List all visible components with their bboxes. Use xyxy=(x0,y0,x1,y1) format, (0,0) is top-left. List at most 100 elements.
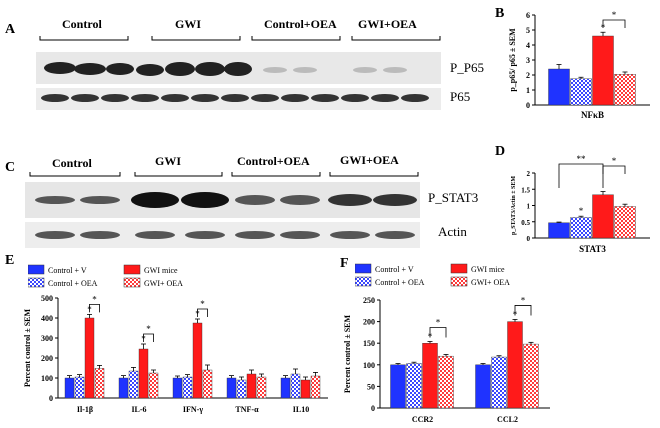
significance-bracket xyxy=(602,19,626,28)
bar xyxy=(548,222,570,239)
bar xyxy=(592,35,614,106)
legend-label: GWI+ OEA xyxy=(144,279,183,288)
y-tick-label: 100 xyxy=(41,374,53,383)
blot-c: Control GWI Control+OEA GWI+OEA P_STAT3 … xyxy=(0,120,495,250)
blot-c-group-gwi: GWI xyxy=(155,154,182,168)
significance-bracket xyxy=(197,308,208,317)
y-tick-label: 300 xyxy=(41,334,53,343)
x-tick-label: CCL2 xyxy=(497,415,518,424)
bar xyxy=(94,368,105,399)
bar xyxy=(256,376,267,399)
bar xyxy=(148,372,159,399)
bar xyxy=(172,377,183,399)
bar xyxy=(390,364,406,409)
blot-a-image xyxy=(36,36,441,110)
legend-swatch xyxy=(123,277,141,288)
significance-star: * xyxy=(521,295,526,305)
bar xyxy=(438,355,454,409)
chart-e: 0 100 200 300 400 500 Percent control ± SEM Il-… xyxy=(23,294,328,414)
bar xyxy=(507,321,523,409)
y-tick-label: 2 xyxy=(527,170,531,178)
legend-label: Control + V xyxy=(48,266,87,275)
bar xyxy=(64,377,75,399)
panel-label-b: B xyxy=(495,6,505,21)
significance-star: * xyxy=(579,206,584,216)
blot-c-image xyxy=(25,172,420,248)
x-tick-label: CCR2 xyxy=(412,415,433,424)
blot-a-group-control-oea: Control+OEA xyxy=(264,17,337,31)
bar xyxy=(118,377,129,399)
bar xyxy=(570,78,592,106)
y-tick-label: 0 xyxy=(371,404,375,413)
panel-label-f: F xyxy=(340,256,349,271)
bar xyxy=(236,379,247,399)
legend-swatch xyxy=(450,276,468,287)
significance-star: * xyxy=(92,294,97,304)
y-tick-label: 2 xyxy=(526,71,530,80)
bar xyxy=(192,322,203,399)
legend-label: GWI mice xyxy=(144,266,178,275)
significance-star: * xyxy=(200,299,205,309)
legend-label: Control + OEA xyxy=(375,278,425,287)
y-axis-label: p_p65/ p65 ± SEM xyxy=(508,28,517,92)
y-tick-label: 0 xyxy=(526,101,530,110)
significance-bracket xyxy=(558,163,604,188)
bar xyxy=(592,194,614,239)
x-tick-label: IL10 xyxy=(293,405,309,414)
legend-swatch xyxy=(123,264,141,275)
y-tick-label: 150 xyxy=(363,339,375,348)
legend-swatch xyxy=(27,277,45,288)
legend-swatch xyxy=(450,263,468,274)
significance-bracket xyxy=(602,165,626,174)
bar xyxy=(422,343,438,409)
y-tick-label: 200 xyxy=(363,318,375,327)
significance-bracket xyxy=(143,333,154,342)
y-axis-label: Percent control ± SEM xyxy=(343,315,352,394)
blot-a-band-p65: P65 xyxy=(450,89,471,104)
bar xyxy=(614,206,636,239)
legend-e: Control + V Control + OEA GWI mice GWI+ OEA xyxy=(27,263,228,291)
blot-c-band-actin: Actin xyxy=(438,224,467,239)
bar xyxy=(74,376,85,399)
y-tick-label: 0.5 xyxy=(521,219,530,227)
blot-a-band-pp65: P_P65 xyxy=(450,60,484,75)
blot-c-group-control-oea: Control+OEA xyxy=(237,154,310,168)
y-tick-label: 250 xyxy=(363,296,375,305)
bar xyxy=(280,377,291,399)
panel-label-a: A xyxy=(5,22,16,37)
x-tick-label: TNF-α xyxy=(235,405,259,414)
y-tick-label: 50 xyxy=(367,382,375,391)
bar xyxy=(614,74,636,106)
bar xyxy=(491,356,507,409)
y-tick-label: 1.5 xyxy=(521,186,530,194)
x-tick-label: Il-1β xyxy=(77,405,93,414)
legend-label: Control + OEA xyxy=(48,279,98,288)
chart-f: 0 50 100 150 200 250 Percent control ± SEM CCR2… xyxy=(343,295,550,424)
y-tick-label: 1 xyxy=(527,203,531,211)
blot-a-group-gwi-oea: GWI+OEA xyxy=(358,17,417,31)
panel-label-c: C xyxy=(5,160,16,175)
bar xyxy=(523,343,539,409)
y-tick-label: 6 xyxy=(526,11,530,20)
significance-bracket xyxy=(429,327,447,338)
bar xyxy=(548,68,570,106)
bar xyxy=(406,363,422,409)
legend-e-swatches: Control + V Control + OEA GWI mice GWI+ OEA xyxy=(27,264,183,288)
bar xyxy=(246,373,257,399)
significance-star: * xyxy=(436,317,441,327)
x-tick-label: IL-6 xyxy=(131,405,146,414)
bar xyxy=(182,376,193,399)
y-tick-label: 5 xyxy=(526,26,530,35)
legend-f: Control + V Control + OEA GWI mice GWI+ OEA xyxy=(354,262,555,290)
blot-c-group-control: Control xyxy=(52,156,92,170)
bar xyxy=(202,369,213,399)
bar xyxy=(226,377,237,399)
x-tick-label: NFκB xyxy=(581,110,604,120)
bar xyxy=(570,217,592,239)
x-tick-label: IFN-γ xyxy=(183,405,203,414)
y-tick-label: 100 xyxy=(363,361,375,370)
significance-star: * xyxy=(612,10,617,20)
bar xyxy=(300,379,311,399)
